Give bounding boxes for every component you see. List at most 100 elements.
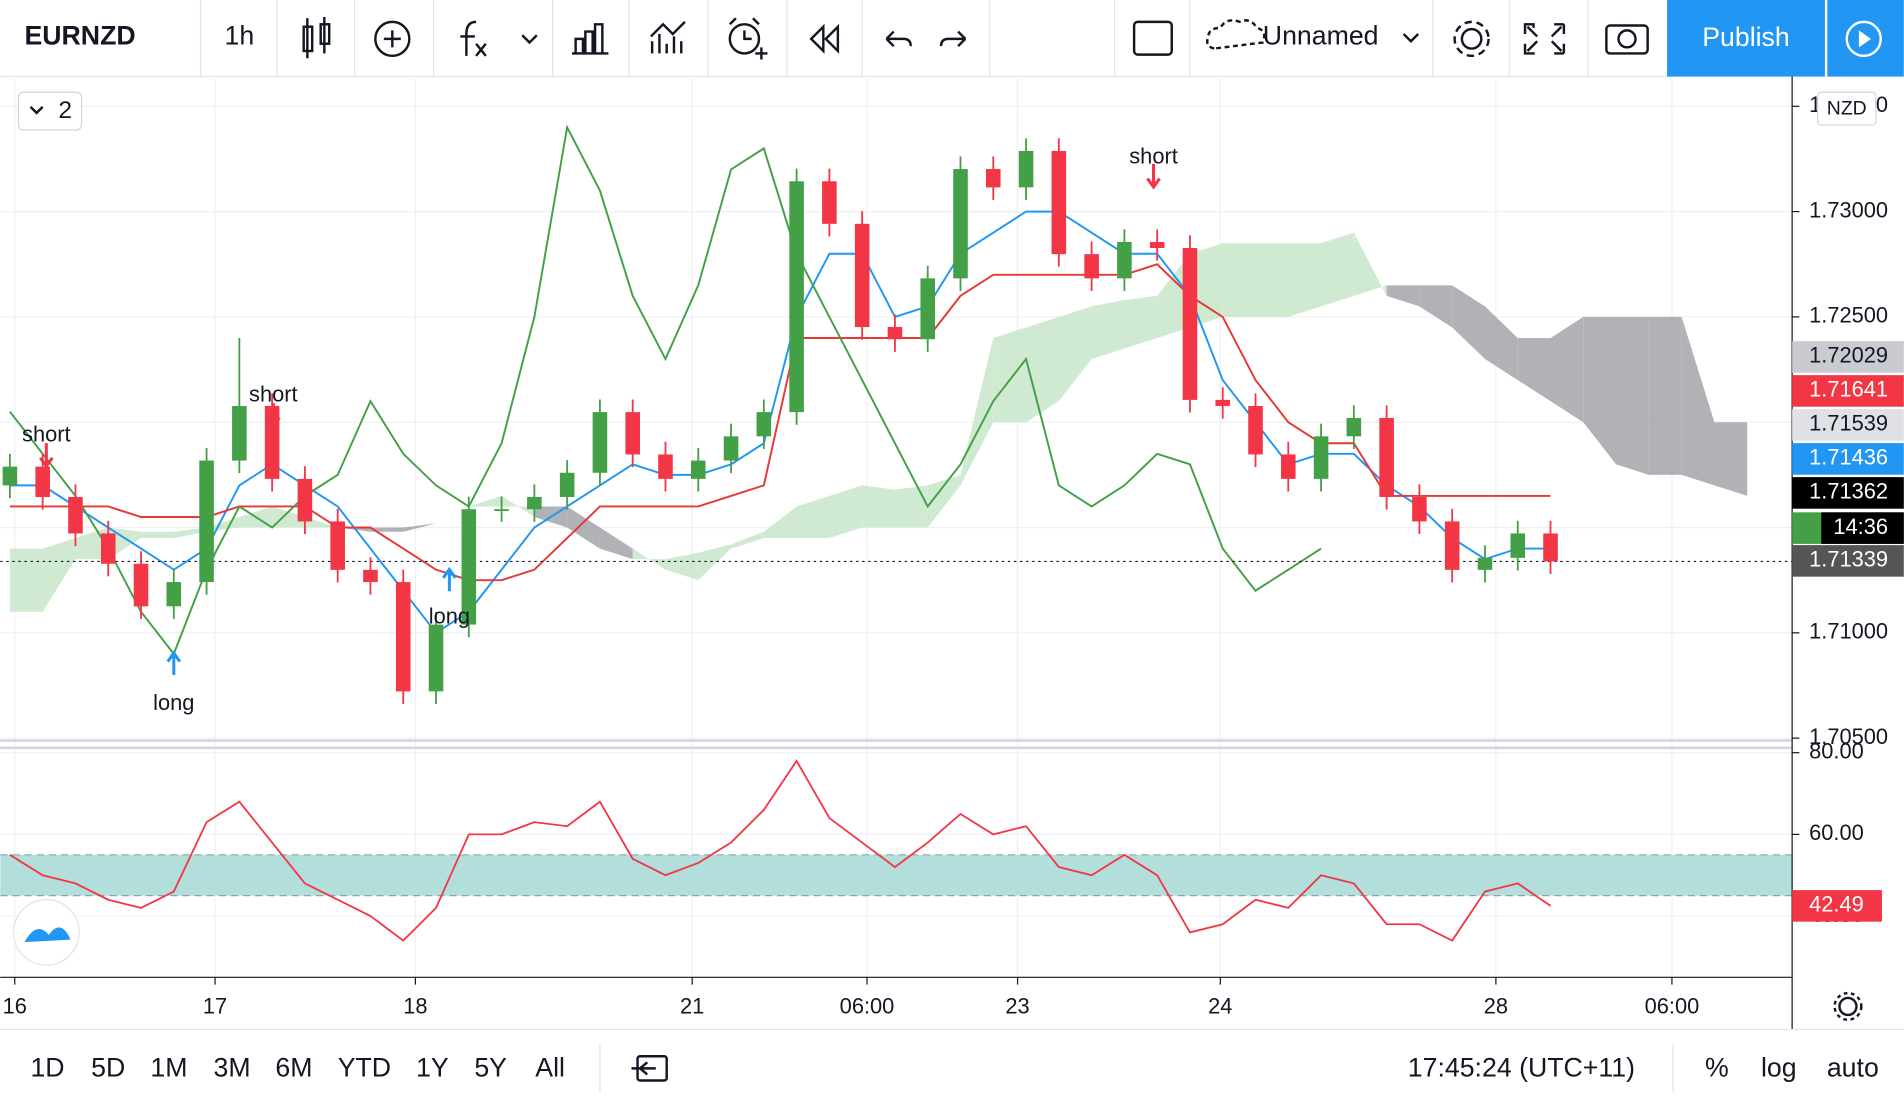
y-tick-label: 1.71000 [1809, 619, 1888, 644]
ichimoku-cloud [9, 232, 1748, 612]
cloud-segment [698, 544, 732, 581]
indicator-line [9, 263, 1551, 582]
cloud-segment [1124, 295, 1158, 349]
candle-body [985, 169, 1001, 188]
cloud-segment [796, 495, 830, 539]
cloud-segment [1222, 243, 1256, 317]
candle-body [592, 412, 608, 473]
y-tick-label: 1.70500 [1809, 724, 1888, 749]
x-tick-label: 06:00 [1645, 993, 1700, 1018]
signal-arrow [39, 443, 54, 469]
range-button[interactable]: 5Y [474, 1053, 507, 1083]
price-tag [1792, 545, 1904, 577]
cloud-segment [829, 485, 863, 539]
legend-toggle[interactable]: 2 [17, 91, 83, 131]
add-icon[interactable] [374, 20, 411, 58]
cloud-icon[interactable] [1205, 19, 1266, 50]
compare-icon[interactable] [650, 20, 686, 54]
rsi-band [0, 854, 1793, 896]
candle-body [297, 478, 313, 522]
price-tag [1792, 341, 1904, 373]
x-tick-label: 21 [680, 993, 704, 1018]
range-button[interactable]: 1Y [416, 1053, 449, 1083]
price-tag-label: 1.71641 [1809, 377, 1888, 402]
layout-name[interactable]: Unnamed [1263, 21, 1379, 51]
candle-body [723, 436, 739, 461]
signal-label: long [429, 604, 470, 629]
publish-label[interactable]: Publish [1702, 22, 1790, 52]
toolbar: EURNZD 1h Unnamed Publish [0, 0, 1904, 78]
percent-toggle[interactable]: % [1705, 1053, 1729, 1083]
expand-icon[interactable] [1523, 23, 1566, 55]
candle-body [1215, 399, 1231, 407]
templates-icon[interactable] [572, 23, 609, 55]
x-tick-label: 23 [1005, 993, 1029, 1018]
candle-body [690, 460, 706, 479]
cloud-segment [763, 506, 797, 539]
snapshot-icon[interactable] [1605, 24, 1649, 55]
range-button[interactable]: 3M [214, 1053, 251, 1083]
symbol[interactable]: EURNZD [24, 21, 135, 51]
signal-arrow [442, 566, 457, 592]
price-tag-label: 1.71339 [1809, 547, 1888, 572]
range-button[interactable]: 1M [150, 1053, 187, 1083]
currency-box[interactable]: NZD [1817, 91, 1877, 126]
auto-toggle[interactable]: auto [1827, 1053, 1879, 1083]
x-tick-label: 17 [203, 993, 227, 1018]
interval[interactable]: 1h [225, 21, 255, 51]
cloud-segment [1517, 337, 1551, 402]
cloud-segment [1419, 285, 1453, 328]
undo-icon[interactable] [885, 30, 912, 47]
candle-body [1346, 418, 1362, 437]
cloud-segment [1321, 232, 1354, 307]
cloud-segment [1157, 253, 1190, 338]
candle-body [887, 327, 903, 340]
publish-button[interactable] [1667, 0, 1825, 77]
indicators-icon[interactable] [460, 20, 538, 57]
clock[interactable]: 17:45:24 (UTC+11) [1408, 1053, 1635, 1083]
range-button[interactable]: YTD [338, 1053, 391, 1083]
cloud-segment [894, 485, 928, 528]
cloud-segment [993, 327, 1027, 423]
legend-count[interactable]: 2 [58, 97, 72, 124]
candle-body [133, 563, 149, 607]
log-toggle[interactable]: log [1761, 1053, 1797, 1083]
candle-body [1018, 150, 1034, 188]
settings-icon[interactable] [1453, 20, 1490, 58]
range-button[interactable]: 1D [30, 1053, 64, 1083]
currency[interactable]: NZD [1827, 97, 1867, 119]
date-range-icon[interactable] [631, 1055, 668, 1082]
fullscreen-box-icon[interactable] [1132, 20, 1173, 56]
play-icon [1845, 20, 1882, 58]
cloud-segment [731, 531, 764, 549]
signal-arrow [266, 403, 281, 429]
price-tag-label: 1.71362 [1809, 479, 1888, 504]
candle-body [1084, 254, 1099, 279]
range-button[interactable]: 6M [275, 1053, 312, 1083]
x-tick-label: 28 [1484, 993, 1508, 1018]
time-settings-icon[interactable] [1833, 991, 1863, 1022]
candles-icon[interactable] [302, 16, 331, 59]
layout-menu-icon[interactable] [1402, 33, 1420, 43]
cloud-segment [1288, 243, 1322, 317]
alert-icon[interactable] [728, 17, 768, 60]
cloud-segment [42, 538, 76, 612]
axes: 16 17 18 21 06:00 23 24 28 06:00 1.70500 1.71000 1.… [3, 92, 1904, 1018]
cloud-segment [862, 485, 895, 528]
signal-label: short [249, 382, 298, 407]
range-button[interactable]: 5D [91, 1053, 125, 1083]
candle-body [789, 181, 804, 413]
y-tick-label: 1.72500 [1809, 303, 1888, 328]
cloud-segment [1583, 316, 1617, 465]
y-tick-label: 1.73000 [1809, 197, 1888, 222]
cloud-segment [1091, 300, 1125, 360]
redo-icon[interactable] [939, 30, 967, 47]
candle-body [461, 509, 477, 625]
candle-body [1412, 496, 1427, 522]
cloud-segment [1255, 243, 1289, 317]
range-button[interactable]: All [535, 1053, 565, 1083]
replay-icon[interactable] [809, 23, 840, 54]
candle-body [494, 509, 509, 512]
